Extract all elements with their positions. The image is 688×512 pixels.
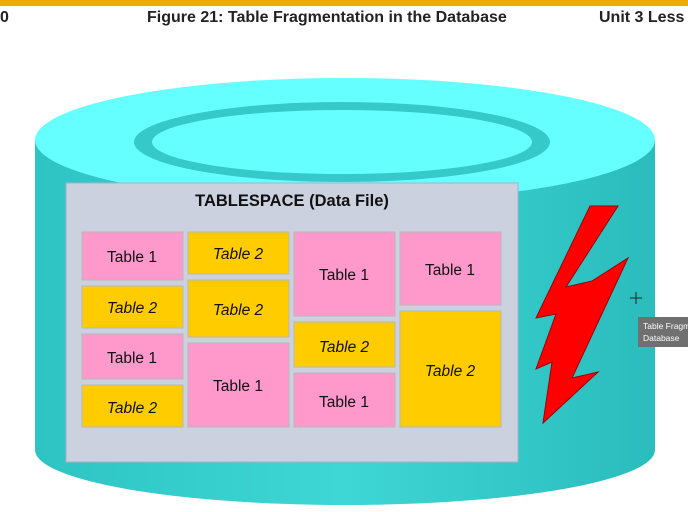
- table-block-label: Table 1: [213, 378, 263, 395]
- cylinder-top-inner: [152, 110, 532, 174]
- table-block: Table 2: [188, 232, 289, 274]
- table-block-label: Table 1: [319, 394, 369, 411]
- tooltip: Table Fragmentation in the Database: [638, 317, 688, 347]
- table-block-label: Table 1: [107, 249, 157, 266]
- tooltip-line-2: Database: [643, 332, 688, 344]
- table-block: Table 1: [400, 232, 501, 305]
- table-block-label: Table 2: [425, 363, 476, 380]
- table-block: Table 1: [82, 334, 183, 379]
- table-block: Table 2: [82, 286, 183, 328]
- table-block-label: Table 2: [319, 339, 370, 356]
- tooltip-line-1: Table Fragmentation in the: [643, 320, 688, 332]
- table-block-label: Table 2: [107, 300, 158, 317]
- table-block-label: Table 1: [319, 267, 369, 284]
- table-block-label: Table 2: [213, 246, 264, 263]
- table-block: Table 2: [400, 311, 501, 427]
- table-block: Table 1: [294, 232, 395, 316]
- table-block: Table 2: [294, 322, 395, 367]
- table-block-label: Table 1: [425, 262, 475, 279]
- table-block-label: Table 2: [107, 400, 158, 417]
- table-block: Table 1: [188, 343, 289, 427]
- table-block: Table 1: [294, 373, 395, 427]
- table-block: Table 2: [82, 385, 183, 427]
- table-block-label: Table 2: [213, 302, 264, 319]
- table-block: Table 1: [82, 232, 183, 280]
- table-block: Table 2: [188, 280, 289, 337]
- table-block-label: Table 1: [107, 350, 157, 367]
- tablespace-title: TABLESPACE (Data File): [195, 192, 389, 210]
